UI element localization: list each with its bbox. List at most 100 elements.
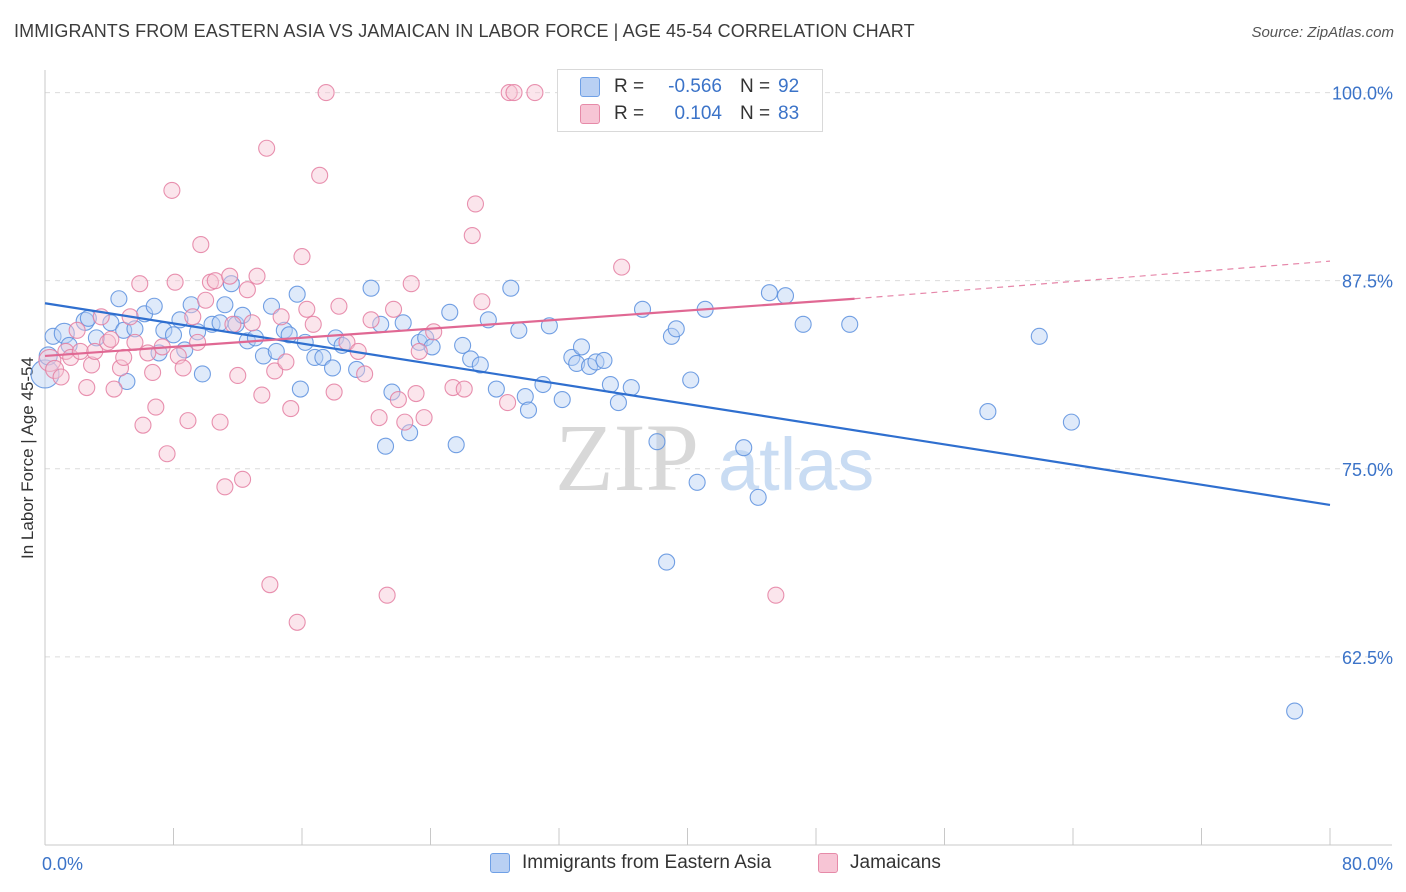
point-jamaican: [158, 445, 176, 463]
point-eastern-asia: [30, 359, 60, 389]
point-jamaican: [131, 275, 149, 293]
point-jamaican: [163, 181, 181, 199]
legend-r-value: -0.566: [668, 76, 722, 97]
point-jamaican: [52, 368, 70, 386]
point-eastern-asia: [394, 314, 412, 332]
point-jamaican: [221, 267, 239, 285]
point-eastern-asia: [553, 391, 571, 409]
point-jamaican: [192, 236, 210, 254]
watermark-zip: ZIP: [555, 404, 699, 511]
point-jamaican: [500, 84, 518, 102]
point-eastern-asia: [540, 317, 558, 335]
point-jamaican: [362, 311, 380, 329]
point-jamaican: [389, 391, 407, 409]
point-jamaican: [311, 166, 329, 184]
y-tick-label: 62.5%: [1342, 648, 1393, 668]
trend-line-jamaicans-extension: [854, 260, 1331, 300]
legend-r-value: 0.104: [674, 103, 722, 124]
point-jamaican: [466, 195, 485, 213]
point-jamaican: [166, 273, 184, 291]
point-jamaican: [402, 275, 420, 293]
legend-swatch-blue: [490, 853, 510, 873]
point-jamaican: [298, 300, 316, 318]
point-jamaican: [293, 248, 311, 266]
point-eastern-asia: [441, 303, 459, 321]
point-eastern-asia: [595, 351, 613, 369]
point-eastern-asia: [1030, 327, 1048, 345]
point-eastern-asia: [776, 287, 795, 305]
trend-line-eastern-asia: [44, 302, 1331, 506]
point-jamaican: [68, 321, 86, 339]
point-jamaican: [526, 84, 544, 102]
point-jamaican: [179, 412, 197, 430]
point-jamaican: [224, 315, 242, 333]
point-jamaican: [189, 333, 207, 351]
point-jamaican: [325, 383, 343, 401]
point-jamaican: [415, 409, 433, 427]
point-eastern-asia: [462, 350, 480, 368]
point-eastern-asia: [572, 338, 591, 356]
point-eastern-asia: [622, 378, 640, 397]
point-eastern-asia: [216, 296, 234, 314]
point-eastern-asia: [262, 297, 281, 315]
point-jamaican: [126, 333, 144, 351]
legend-swatch-pink: [818, 853, 838, 873]
point-eastern-asia: [288, 285, 306, 303]
point-eastern-asia: [841, 315, 859, 333]
point-jamaican: [197, 291, 215, 309]
point-jamaican: [229, 366, 247, 385]
point-jamaican: [370, 409, 388, 427]
point-eastern-asia: [454, 336, 472, 354]
point-jamaican: [767, 586, 785, 604]
point-eastern-asia: [87, 329, 105, 347]
legend-n-label: N =: [740, 76, 771, 97]
axes: [44, 70, 1392, 846]
point-eastern-asia: [749, 488, 767, 506]
point-jamaican: [147, 398, 165, 416]
point-jamaican: [288, 613, 306, 631]
point-jamaican: [499, 394, 517, 412]
point-jamaican: [473, 293, 491, 311]
point-eastern-asia: [267, 342, 285, 360]
point-jamaican: [396, 413, 414, 431]
point-eastern-asia: [254, 347, 273, 365]
point-jamaican: [134, 416, 152, 434]
point-jamaican: [105, 380, 123, 398]
legend-label: Immigrants from Eastern Asia: [522, 852, 772, 873]
point-jamaican: [282, 400, 300, 418]
point-jamaican: [266, 362, 284, 380]
legend-swatch-pink: [580, 104, 600, 124]
trend-lines: [44, 260, 1331, 506]
point-jamaican: [317, 84, 335, 102]
legend-r-label: R =: [614, 76, 645, 97]
point-jamaican: [407, 384, 425, 403]
y-tick-label: 87.5%: [1342, 272, 1393, 292]
point-eastern-asia: [609, 394, 627, 412]
legend-n-value: 92: [778, 76, 800, 97]
point-jamaican: [304, 315, 322, 333]
point-eastern-asia: [102, 314, 120, 332]
point-eastern-asia: [487, 380, 505, 398]
point-eastern-asia: [667, 320, 685, 338]
point-eastern-asia: [688, 473, 706, 491]
point-eastern-asia: [447, 436, 465, 454]
point-eastern-asia: [648, 433, 666, 451]
legend-row-eastern-asia: R = -0.566 N = 92: [580, 75, 799, 99]
point-jamaican: [71, 342, 89, 360]
legend-n-value: 83: [778, 103, 800, 124]
watermark: ZIP atlas: [555, 404, 874, 511]
y-tick-label: 75.0%: [1342, 460, 1393, 480]
point-jamaican: [613, 258, 631, 276]
point-eastern-asia: [516, 388, 534, 406]
point-jamaican: [425, 323, 443, 341]
point-jamaican: [261, 576, 279, 594]
point-jamaican: [505, 84, 523, 102]
point-eastern-asia: [502, 279, 520, 297]
point-jamaican: [144, 363, 162, 382]
point-jamaican: [238, 281, 256, 299]
point-jamaican: [216, 478, 234, 496]
point-jamaican: [272, 308, 290, 326]
legend-r-label: R =: [614, 103, 645, 124]
point-jamaican: [102, 330, 120, 348]
point-jamaican: [330, 297, 348, 315]
